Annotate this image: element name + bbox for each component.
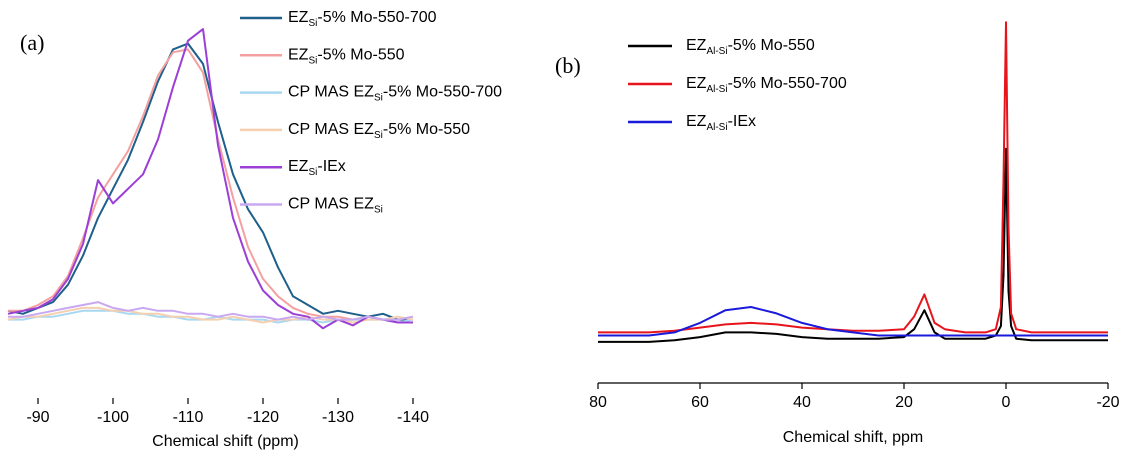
legend-text-part: -5% Mo-550-700 xyxy=(383,84,502,101)
x-tick-label: -120 xyxy=(247,409,279,426)
legend-text-part: EZ xyxy=(686,75,707,92)
legend-label: EZSi-5% Mo-550-700 xyxy=(288,9,437,28)
legend-text-part: EZ xyxy=(288,9,309,26)
legend-text-part: CP MAS EZ xyxy=(288,196,374,213)
spectrum-line xyxy=(598,147,1108,343)
legend-text-part: EZ xyxy=(288,158,309,175)
x-tick-label: 80 xyxy=(589,394,607,411)
legend-text-part: Si xyxy=(308,55,317,66)
legend-text-part: EZ xyxy=(686,113,707,130)
legend-text-part: Al-Si xyxy=(706,46,727,57)
x-tick-label: 60 xyxy=(691,394,709,411)
x-tick-label: 0 xyxy=(1002,394,1011,411)
legend-text-part: Si xyxy=(374,92,383,103)
legend-text-part: Si xyxy=(308,167,317,178)
legend-label: EZAl-Si-5% Mo-550 xyxy=(686,37,815,56)
legend-text-part: -5% Mo-550-700 xyxy=(317,9,436,26)
x-tick-label: -20 xyxy=(1096,394,1119,411)
spectrum-line xyxy=(8,309,414,324)
legend-text-part: -5% Mo-550 xyxy=(728,37,815,54)
legend-label: EZSi-5% Mo-550 xyxy=(288,47,405,66)
legend-label: EZAl-Si-IEx xyxy=(686,113,756,132)
legend-label: CP MAS EZSi xyxy=(288,196,383,215)
x-tick-label: -90 xyxy=(26,409,49,426)
legend-text-part: -5% Mo-550 xyxy=(317,47,404,64)
legend-text-part: -5% Mo-550-700 xyxy=(728,75,847,92)
x-axis-title: Chemical shift, ppm xyxy=(783,429,924,446)
legend-text-part: -5% Mo-550 xyxy=(383,121,470,138)
spectrum-line xyxy=(7,28,413,330)
legend-text-part: CP MAS EZ xyxy=(288,84,374,101)
legend-label: EZSi-IEx xyxy=(288,158,346,177)
x-axis-title: Chemical shift (ppm) xyxy=(152,433,299,450)
spectrum-line xyxy=(8,301,414,321)
spectrum-line xyxy=(7,306,414,324)
legend-text-part: -IEx xyxy=(317,158,345,175)
x-tick-label: -100 xyxy=(97,409,129,426)
panel-label: (a) xyxy=(20,30,44,55)
legend-text-part: Si xyxy=(374,130,383,141)
legend-text-part: Al-Si xyxy=(706,84,727,95)
spectrum-line xyxy=(598,21,1108,334)
x-tick-label: -110 xyxy=(173,409,204,426)
legend-text-part: EZ xyxy=(686,37,707,54)
x-tick-label: -130 xyxy=(322,409,354,426)
legend-label: CP MAS EZSi-5% Mo-550-700 xyxy=(288,84,502,103)
legend-text-part: Al-Si xyxy=(706,122,727,133)
legend-label: CP MAS EZSi-5% Mo-550 xyxy=(288,121,470,140)
legend-text-part: -IEx xyxy=(728,113,756,130)
legend-text-part: Si xyxy=(374,204,383,215)
spectrum-line xyxy=(598,306,1108,337)
legend-text-part: Si xyxy=(308,18,317,29)
x-tick-label: 20 xyxy=(895,394,913,411)
spectrum-line xyxy=(8,48,414,321)
legend-label: EZAl-Si-5% Mo-550-700 xyxy=(686,75,847,94)
x-tick-label: 40 xyxy=(793,394,811,411)
panel-label: (b) xyxy=(555,53,581,78)
legend-text-part: EZ xyxy=(288,47,309,64)
legend-text-part: CP MAS EZ xyxy=(288,121,374,138)
x-tick-label: -140 xyxy=(397,409,429,426)
